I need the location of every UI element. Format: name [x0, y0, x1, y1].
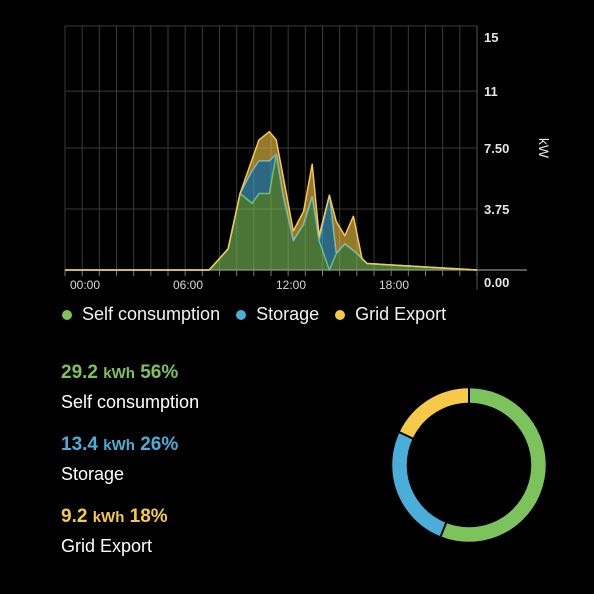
donut-separator — [398, 430, 415, 440]
x-tick-label: 18:00 — [379, 278, 409, 292]
area-self-consumption — [65, 154, 477, 270]
stat-grid-export: 9.2 kWh 18% Grid Export — [61, 506, 168, 557]
x-tick-label: 06:00 — [173, 278, 203, 292]
donut-slice-storage — [392, 388, 546, 542]
y-tick-label: 7.50 — [484, 141, 509, 156]
y-tick-label: 0.00 — [484, 275, 509, 290]
stat-storage: 13.4 kWh 26% Storage — [61, 434, 178, 485]
y-tick-label: 3.75 — [484, 202, 509, 217]
chart-legend: Self consumption Storage Grid Export — [62, 304, 462, 325]
stat-self-consumption: 29.2 kWh 56% Self consumption — [61, 362, 199, 413]
area-storage — [65, 154, 477, 270]
stat-storage-label: Storage — [61, 464, 125, 484]
legend-item-storage[interactable]: Storage — [236, 304, 319, 325]
energy-area-chart: 15 11 7.50 3.75 0.00 kW 00:00 06:00 12:00 18:00 — [64, 25, 552, 292]
legend-item-self-consumption[interactable]: Self consumption — [62, 304, 220, 325]
y-tick-label: 11 — [484, 84, 498, 99]
stat-self-consumption-percent: 56% — [140, 362, 179, 383]
legend-dot-grid-export — [335, 309, 346, 320]
y-tick-label: 15 — [484, 30, 498, 45]
stat-grid-export-unit: kWh — [92, 509, 125, 526]
line-grid-export — [65, 130, 478, 271]
distribution-donut-chart — [392, 387, 546, 542]
stat-grid-export-percent: 18% — [129, 506, 168, 527]
stat-self-consumption-label: Self consumption — [61, 392, 200, 412]
area-grid-export — [65, 131, 477, 270]
stat-storage-value-line: 13.4 kWh 26% — [61, 434, 178, 456]
stat-storage-percent: 26% — [140, 434, 179, 455]
x-tick-label: 12:00 — [276, 278, 306, 292]
legend-item-grid-export[interactable]: Grid Export — [335, 304, 446, 325]
legend-label-self-consumption: Self consumption — [82, 304, 221, 324]
stat-storage-value: 13.4 — [61, 434, 98, 455]
stat-self-consumption-value-line: 29.2 kWh 56% — [61, 362, 199, 384]
stat-self-consumption-unit: kWh — [103, 365, 135, 382]
donut-separator — [439, 521, 448, 538]
stat-grid-export-label: Grid Export — [61, 536, 153, 556]
stat-storage-unit: kWh — [103, 437, 135, 454]
legend-label-storage: Storage — [256, 304, 320, 324]
stat-self-consumption-value: 29.2 — [61, 362, 98, 383]
legend-dot-self-consumption — [62, 309, 72, 320]
stat-grid-export-value-line: 9.2 kWh 18% — [61, 506, 168, 528]
legend-dot-storage — [236, 309, 247, 320]
x-tick-label: 00:00 — [70, 278, 100, 292]
legend-label-grid-export: Grid Export — [355, 304, 447, 324]
y-axis-label: kW — [536, 138, 552, 159]
stat-grid-export-value: 9.2 — [61, 506, 88, 527]
